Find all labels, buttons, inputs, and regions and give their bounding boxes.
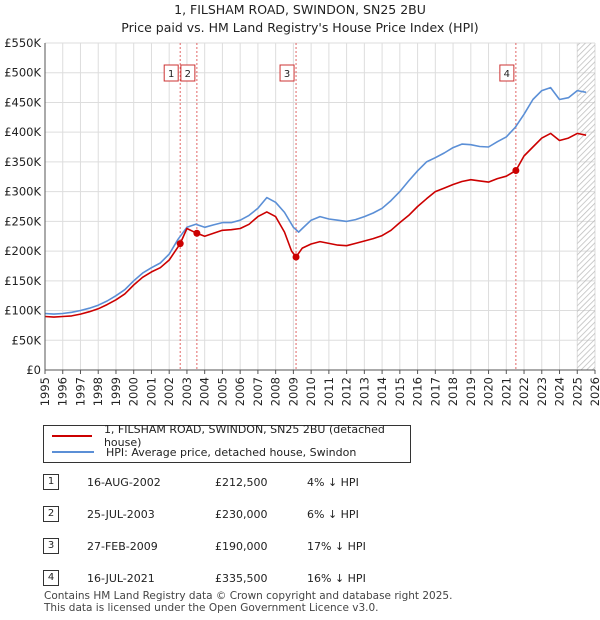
sale-marker-number: 2 bbox=[185, 69, 191, 80]
footer-line-copyright: Contains HM Land Registry data © Crown c… bbox=[44, 590, 453, 602]
y-tick-label: £250K bbox=[4, 214, 41, 228]
y-tick-label: £500K bbox=[4, 66, 41, 80]
footer-line-licence: This data is licensed under the Open Gov… bbox=[44, 602, 379, 614]
sale-price: £230,000 bbox=[215, 508, 268, 521]
legend-label-property: 1, FILSHAM ROAD, SWINDON, SN25 2BU (deta… bbox=[103, 423, 385, 449]
sale-point bbox=[292, 253, 300, 261]
x-tick-label: 1999 bbox=[109, 377, 123, 406]
footer-attribution: Contains HM Land Registry data © Crown c… bbox=[44, 590, 452, 614]
x-tick-label: 1996 bbox=[56, 377, 70, 406]
y-tick-label: £400K bbox=[4, 125, 41, 139]
sale-hpi-diff: 4% ↓ HPI bbox=[307, 476, 359, 489]
sale-marker-number: 1 bbox=[168, 69, 174, 80]
x-tick-label: 2008 bbox=[269, 377, 283, 406]
sale-date: 16-AUG-2002 bbox=[87, 476, 161, 489]
x-tick-label: 1997 bbox=[73, 377, 87, 406]
y-tick-label: £450K bbox=[4, 95, 41, 109]
series-line-hpi bbox=[44, 86, 587, 315]
forecast-hatch bbox=[577, 43, 595, 370]
x-tick-label: 2020 bbox=[482, 377, 496, 406]
sale-marker-box bbox=[180, 64, 196, 82]
x-tick-label: 2015 bbox=[393, 377, 407, 406]
x-tick-label: 2014 bbox=[375, 377, 389, 406]
x-tick-label: 2012 bbox=[340, 377, 354, 406]
plot-area bbox=[45, 43, 595, 370]
y-tick-label: £200K bbox=[4, 244, 41, 258]
sale-hpi-diff: 17% ↓ HPI bbox=[307, 540, 366, 553]
x-tick-label: 2017 bbox=[428, 377, 442, 406]
sale-marker-box bbox=[163, 64, 179, 82]
legend-swatch-hpi bbox=[52, 451, 94, 453]
table-row: 2 25-JUL-2003 £230,000 6% ↓ HPI bbox=[43, 504, 383, 524]
sale-date: 16-JUL-2021 bbox=[87, 572, 155, 585]
y-tick-label: £100K bbox=[4, 304, 41, 318]
series-line-property bbox=[44, 132, 587, 318]
x-tick-label: 2024 bbox=[553, 377, 567, 406]
x-tick-label: 2006 bbox=[233, 377, 247, 406]
sale-price: £190,000 bbox=[215, 540, 268, 553]
x-tick-label: 2013 bbox=[357, 377, 371, 406]
y-tick-label: £550K bbox=[4, 36, 41, 50]
x-tick-label: 2025 bbox=[570, 377, 584, 406]
x-tick-label: 2005 bbox=[215, 377, 229, 406]
sale-marker-box bbox=[499, 64, 515, 82]
sale-price: £335,500 bbox=[215, 572, 268, 585]
legend: 1, FILSHAM ROAD, SWINDON, SN25 2BU (deta… bbox=[43, 423, 411, 463]
x-tick-label: 2001 bbox=[144, 377, 158, 406]
sale-date: 25-JUL-2003 bbox=[87, 508, 155, 521]
x-tick-label: 2010 bbox=[304, 377, 318, 406]
sale-marker-box bbox=[279, 64, 295, 82]
x-tick-label: 2018 bbox=[446, 377, 460, 406]
y-tick-label: £300K bbox=[4, 185, 41, 199]
x-tick-label: 2026 bbox=[588, 377, 600, 406]
sale-number-badge: 4 bbox=[43, 570, 59, 586]
x-tick-label: 2021 bbox=[499, 377, 513, 406]
legend-item-hpi: HPI: Average price, detached house, Swin… bbox=[52, 444, 356, 460]
sale-number-badge: 1 bbox=[43, 474, 59, 490]
sale-date: 27-FEB-2009 bbox=[87, 540, 158, 553]
sale-point bbox=[512, 167, 520, 175]
y-tick-label: £0 bbox=[26, 363, 41, 377]
sale-marker-number: 3 bbox=[284, 69, 290, 80]
x-tick-label: 2023 bbox=[535, 377, 549, 406]
x-tick-label: 2000 bbox=[127, 377, 141, 406]
x-tick-label: 1998 bbox=[91, 377, 105, 406]
x-tick-label: 2022 bbox=[517, 377, 531, 406]
sale-hpi-diff: 16% ↓ HPI bbox=[307, 572, 366, 585]
sale-marker-number: 4 bbox=[504, 69, 510, 80]
table-row: 1 16-AUG-2002 £212,500 4% ↓ HPI bbox=[43, 472, 383, 492]
y-tick-label: £50K bbox=[12, 333, 42, 347]
sale-number-badge: 2 bbox=[43, 506, 59, 522]
x-tick-label: 2016 bbox=[411, 377, 425, 406]
y-tick-label: £150K bbox=[4, 274, 41, 288]
price-chart: £0 £50K £100K £150K £200K £250K £300K £350K £400… bbox=[4, 36, 600, 406]
x-tick-label: 2011 bbox=[322, 377, 336, 406]
sale-point bbox=[193, 229, 201, 237]
sale-hpi-diff: 6% ↓ HPI bbox=[307, 508, 359, 521]
table-row: 4 16-JUL-2021 £335,500 16% ↓ HPI bbox=[43, 568, 383, 588]
x-tick-label: 2002 bbox=[162, 377, 176, 406]
sale-number-badge: 3 bbox=[43, 538, 59, 554]
table-row: 3 27-FEB-2009 £190,000 17% ↓ HPI bbox=[43, 536, 383, 556]
x-tick-label: 2007 bbox=[251, 377, 265, 406]
legend-swatch-property bbox=[52, 435, 92, 437]
x-tick-label: 2019 bbox=[464, 377, 478, 406]
x-tick-label: 1995 bbox=[38, 377, 52, 406]
sale-point bbox=[176, 240, 184, 248]
chart-title: 1, FILSHAM ROAD, SWINDON, SN25 2BU bbox=[174, 2, 426, 17]
chart-subtitle: Price paid vs. HM Land Registry's House … bbox=[121, 20, 479, 35]
x-tick-label: 2003 bbox=[180, 377, 194, 406]
sale-price: £212,500 bbox=[215, 476, 268, 489]
x-tick-label: 2009 bbox=[286, 377, 300, 406]
legend-item-property: 1, FILSHAM ROAD, SWINDON, SN25 2BU (deta… bbox=[52, 423, 410, 449]
y-tick-label: £350K bbox=[4, 155, 41, 169]
legend-label-hpi: HPI: Average price, detached house, Swin… bbox=[106, 445, 357, 459]
x-tick-label: 2004 bbox=[198, 377, 212, 406]
